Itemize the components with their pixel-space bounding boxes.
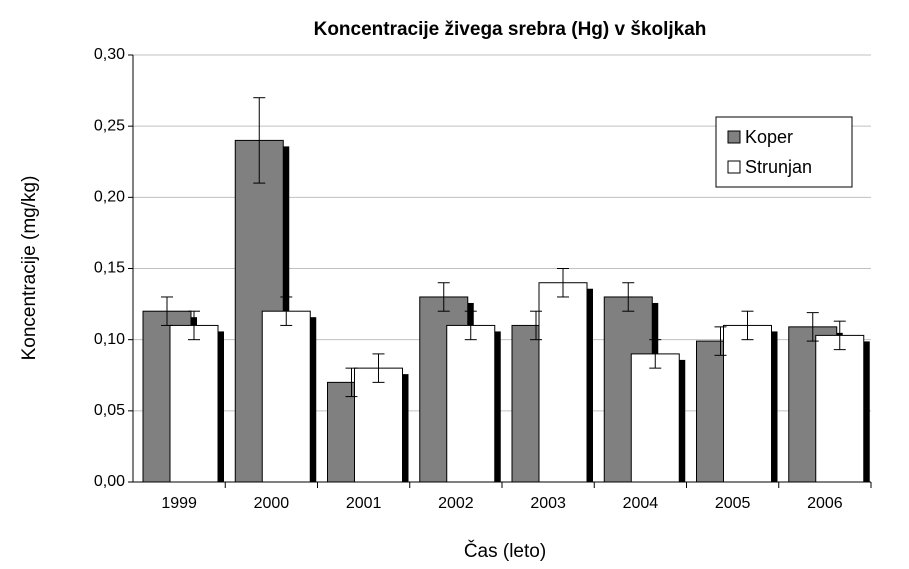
error-bar bbox=[649, 339, 662, 369]
error-bar bbox=[833, 320, 846, 351]
x-tick-label: 2005 bbox=[715, 495, 751, 512]
error-bar bbox=[280, 296, 293, 326]
error-bar bbox=[622, 282, 635, 312]
error-bar bbox=[806, 312, 819, 342]
error-bar bbox=[188, 310, 200, 341]
error-bar bbox=[437, 282, 450, 312]
bar bbox=[538, 282, 588, 483]
bar bbox=[815, 334, 865, 483]
error-bar bbox=[714, 326, 727, 356]
error-bar bbox=[345, 367, 358, 398]
y-tick-label: 0,30 bbox=[94, 46, 125, 63]
x-tick-label: 1999 bbox=[161, 495, 197, 512]
chart-title: Koncentracije živega srebra (Hg) v školj… bbox=[314, 19, 707, 40]
x-tick-label: 2002 bbox=[438, 495, 474, 512]
bar bbox=[261, 310, 311, 483]
bar bbox=[169, 324, 219, 483]
y-tick-label: 0,15 bbox=[94, 260, 125, 277]
x-tick-label: 2000 bbox=[254, 495, 290, 512]
legend-box bbox=[715, 116, 853, 188]
y-tick-label: 0,10 bbox=[94, 331, 125, 348]
error-bar bbox=[464, 310, 477, 341]
legend-label: Koper bbox=[745, 127, 793, 147]
legend-label: Strunjan bbox=[745, 157, 812, 177]
x-tick-label: 2006 bbox=[807, 495, 843, 512]
legend-swatch bbox=[727, 130, 741, 144]
x-tick-label: 2001 bbox=[346, 495, 382, 512]
x-tick-label: 2003 bbox=[530, 495, 566, 512]
y-tick-label: 0,05 bbox=[94, 402, 125, 419]
y-tick-label: 0,20 bbox=[94, 189, 125, 206]
y-tick-label: 0,25 bbox=[94, 117, 125, 134]
error-bar bbox=[557, 268, 569, 298]
bar bbox=[446, 324, 496, 483]
x-axis-title: Čas (leto) bbox=[464, 540, 546, 562]
y-tick-label: 0,00 bbox=[94, 473, 125, 490]
x-tick-label: 2004 bbox=[623, 495, 659, 512]
error-bar bbox=[530, 310, 542, 341]
error-bar bbox=[741, 310, 754, 341]
error-bar bbox=[161, 296, 173, 326]
error-bar bbox=[253, 97, 266, 184]
legend-swatch bbox=[727, 160, 741, 174]
error-bar bbox=[372, 353, 385, 383]
bar bbox=[723, 324, 772, 483]
y-axis-title: Koncentracije (mg/kg) bbox=[19, 176, 40, 361]
bar bbox=[630, 353, 680, 483]
bar bbox=[354, 367, 403, 483]
